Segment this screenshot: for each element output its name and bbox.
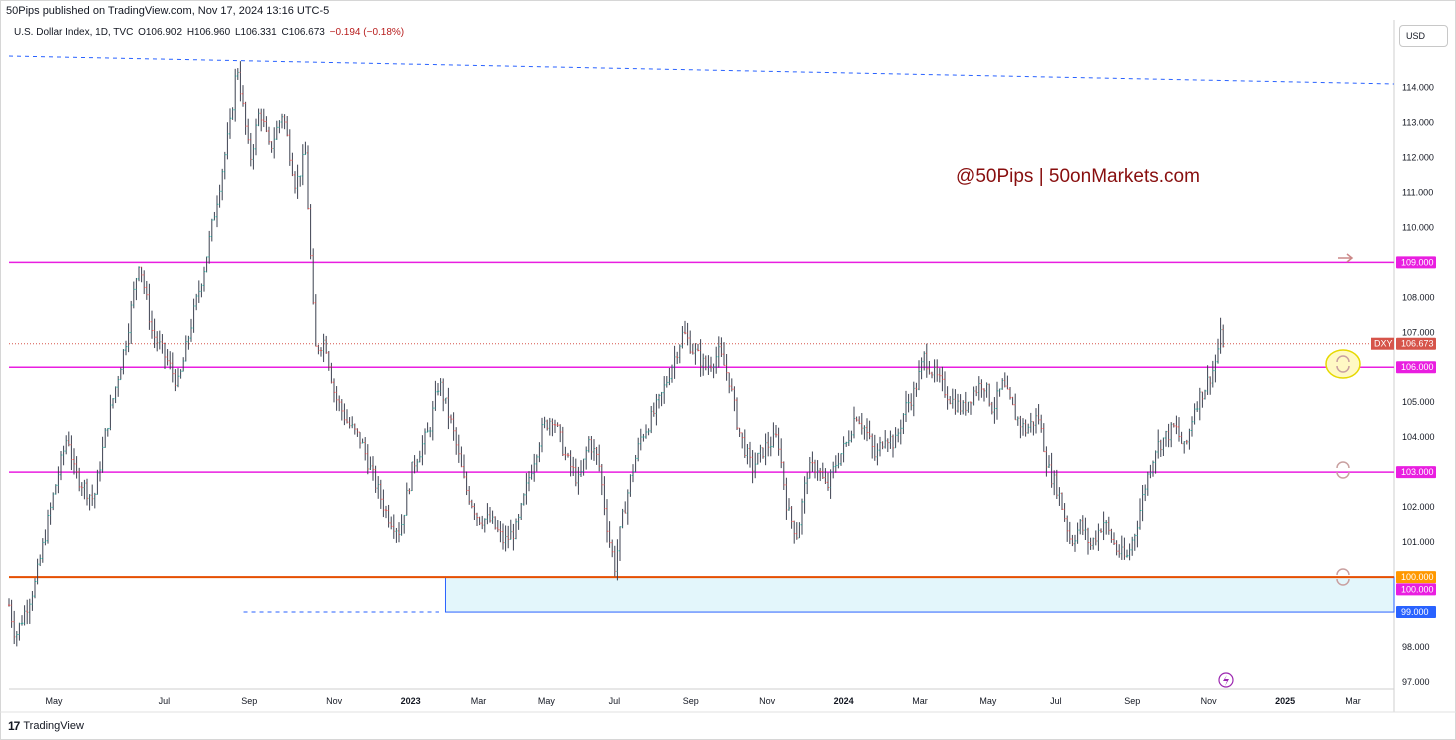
price-tag-99.000 (1396, 606, 1436, 619)
time-tick-label: May (538, 696, 556, 706)
level-lines (8, 55, 1395, 613)
price-tag-label: 99.000 (1401, 607, 1429, 617)
demand-zone-box (444, 576, 1395, 613)
time-tick-label: Sep (1124, 696, 1140, 706)
time-tick-label: Nov (326, 696, 343, 706)
time-tick-label: May (979, 696, 997, 706)
time-tick-label: Nov (759, 696, 776, 706)
price-tick-label: 114.000 (1402, 82, 1434, 92)
price-tick-label: 102.000 (1402, 502, 1435, 512)
time-tick-label: Mar (1345, 696, 1361, 706)
price-tick-label: 98.000 (1402, 642, 1430, 652)
brand-name: TradingView (23, 720, 84, 732)
arrow-right-icon (1338, 253, 1354, 263)
time-tick-label: May (45, 696, 63, 706)
symbol-legend: U.S. Dollar Index, 1D, TVC O106.902 H106… (14, 27, 406, 38)
time-tick-label: Jul (159, 696, 171, 706)
price-tag-label: 109.000 (1401, 257, 1434, 267)
price-tag-100.000 (1396, 583, 1436, 596)
price-tick-label: 108.000 (1402, 292, 1435, 302)
time-tick-label: Nov (1201, 696, 1218, 706)
price-tags: 109.000 106.000 103.000 100.000 100.000 99.00… (1371, 256, 1436, 619)
symbol-tag-label: DXY (1374, 339, 1393, 349)
price-tick-label: 97.000 (1402, 677, 1430, 687)
ohlc-bars (8, 61, 1225, 647)
price-tag-103.000 (1396, 466, 1436, 479)
time-tick-label: 2024 (834, 696, 854, 706)
legend-high: H106.960 (186, 27, 231, 38)
price-tag-label: 100.000 (1401, 584, 1434, 594)
legend-open: O106.902 (138, 27, 183, 38)
price-tag-label: 103.000 (1401, 467, 1434, 477)
overlays: @50Pips | 50onMarkets.com (956, 166, 1361, 688)
price-tick-label: 105.000 (1402, 397, 1435, 407)
tradingview-logo-icon: 17 (8, 719, 20, 733)
time-tick-label: 2023 (401, 696, 421, 706)
price-tick-label: 107.000 (1402, 327, 1435, 337)
replay-icon (1336, 461, 1350, 479)
replay-icon (1336, 568, 1350, 586)
currency-selector[interactable]: USD (1399, 25, 1448, 47)
price-tag-100.000 (1396, 571, 1436, 584)
price-tag-label: 100.000 (1401, 572, 1434, 582)
price-axis[interactable]: 97.000 98.000 99.000 100.000 101.000 102.000 1… (1402, 82, 1435, 687)
price-tick-label: 113.000 (1402, 117, 1434, 127)
tradingview-brand[interactable]: 17 TradingView (8, 719, 84, 733)
watermark-text: @50Pips | 50onMarkets.com (956, 166, 1200, 187)
price-tick-label: 104.000 (1402, 432, 1435, 442)
lightning-bolt-icon (1223, 675, 1229, 686)
long-trendline (8, 55, 1395, 85)
time-tick-label: Jul (609, 696, 621, 706)
time-tick-label: Mar (912, 696, 928, 706)
demand-zone (444, 576, 1395, 613)
highlight-ellipse (1325, 349, 1361, 379)
price-tag-109.000 (1396, 256, 1436, 269)
time-tick-label: Jul (1050, 696, 1062, 706)
lightning-icon (1218, 672, 1234, 688)
time-tick-label: Sep (683, 696, 699, 706)
time-tick-label: 2025 (1275, 696, 1295, 706)
price-tag-106.000 (1396, 361, 1436, 374)
time-tick-label: Sep (241, 696, 257, 706)
legend-change: −0.194 (−0.18%) (329, 27, 405, 38)
price-tag-106.673 (1396, 337, 1436, 350)
time-tick-label: Mar (471, 696, 487, 706)
symbol-name[interactable]: U.S. Dollar Index, 1D, TVC (14, 27, 134, 38)
price-tick-label: 112.000 (1402, 152, 1434, 162)
replay-icon (1336, 355, 1350, 373)
price-tick-label: 110.000 (1402, 222, 1434, 232)
price-tag-label: 106.000 (1401, 362, 1434, 372)
published-line: 50Pips published on TradingView.com, Nov… (6, 5, 330, 17)
price-tick-label: 101.000 (1402, 537, 1435, 547)
price-tag-label: 106.673 (1401, 339, 1434, 349)
legend-close: C106.673 (281, 27, 325, 38)
time-axis[interactable]: May Jul Sep Nov 2023 Mar May Jul Sep Nov 2024 Mar Ma… (45, 696, 1360, 706)
price-tick-label: 111.000 (1402, 187, 1433, 197)
symbol-tag (1371, 337, 1394, 350)
legend-low: L106.331 (234, 27, 277, 38)
